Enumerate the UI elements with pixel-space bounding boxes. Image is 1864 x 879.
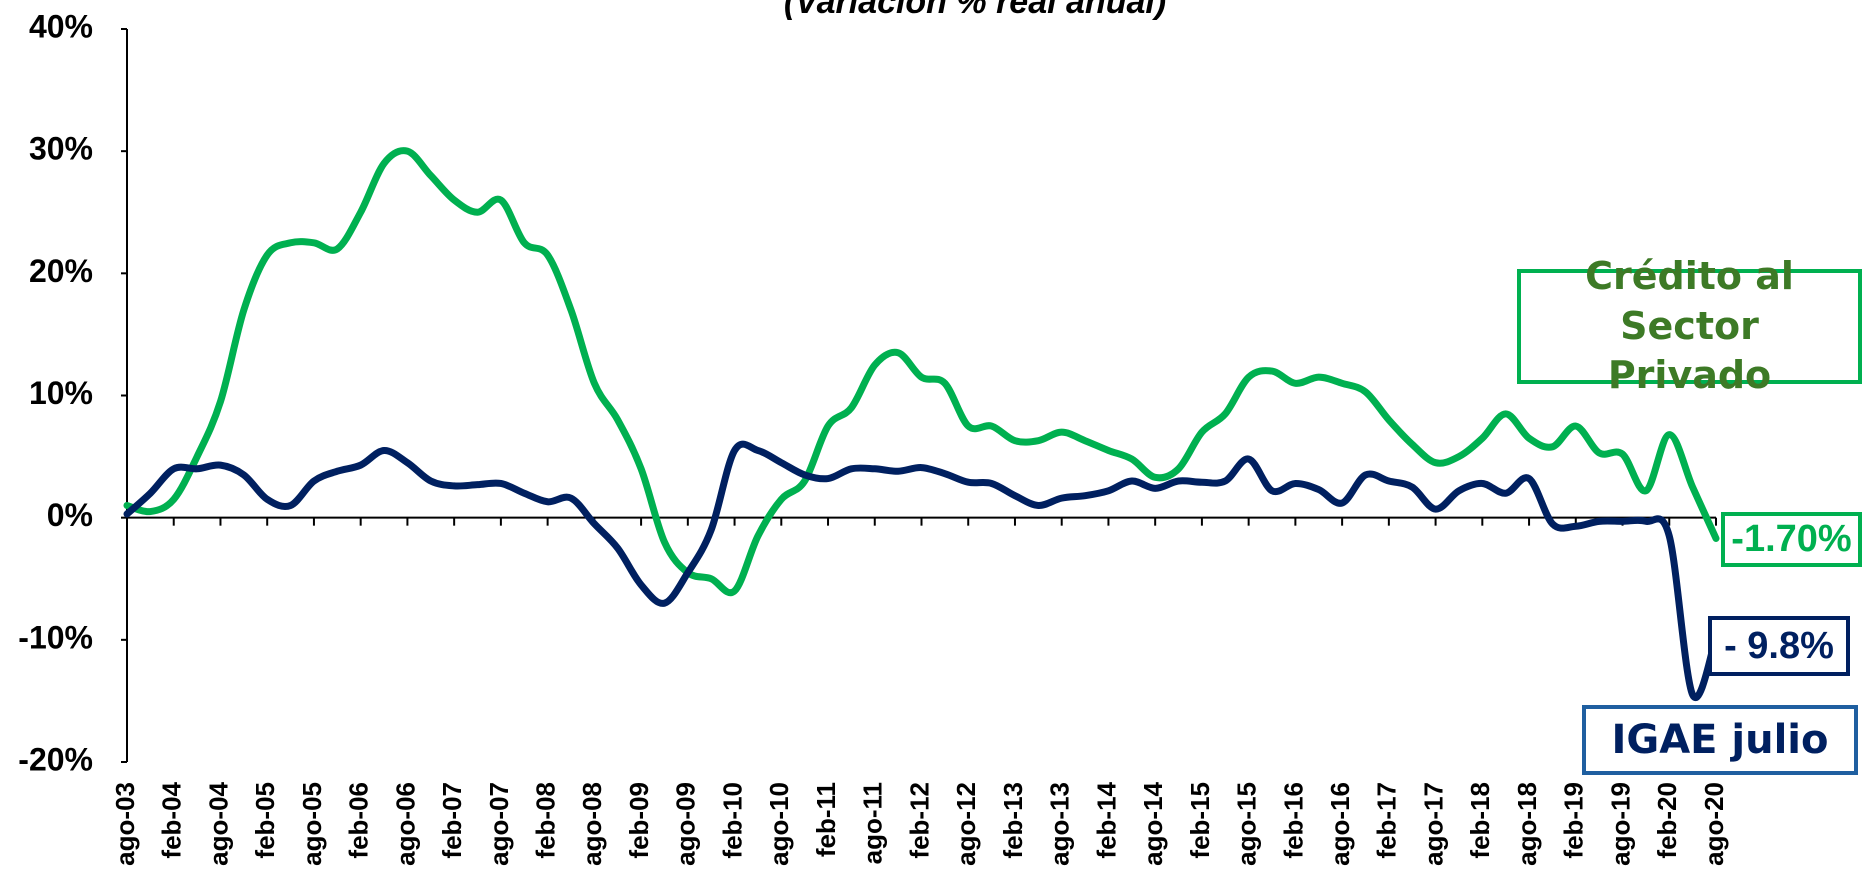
x-tick-label: feb-09 (624, 782, 654, 859)
x-tick-label: ago-16 (1325, 782, 1355, 866)
x-tick-label: feb-07 (437, 782, 467, 859)
x-tick-label: feb-15 (1185, 782, 1215, 859)
series-line (123, 440, 1720, 702)
x-tick-label: ago-17 (1418, 782, 1448, 866)
x-tick-label: feb-20 (1652, 782, 1682, 859)
x-tick-label: feb-17 (1372, 782, 1402, 859)
x-tick-label: ago-15 (1232, 782, 1262, 866)
x-tick-label: ago-09 (671, 782, 701, 866)
x-tick-label: feb-04 (157, 781, 187, 858)
x-tick-label: ago-04 (203, 781, 233, 865)
series-label: Crédito al Sector Privado (1517, 254, 1862, 397)
x-tick-label: feb-13 (998, 782, 1028, 859)
y-tick-label: 30% (29, 131, 93, 167)
value-label: -1.70% (1721, 512, 1862, 567)
x-tick-label: feb-06 (344, 782, 374, 859)
x-tick-label: feb-12 (904, 782, 934, 859)
x-tick-label: ago-08 (577, 782, 607, 866)
y-tick-label: 20% (29, 253, 93, 289)
x-tick-label: ago-06 (390, 782, 420, 866)
x-tick-label: feb-18 (1465, 782, 1495, 859)
x-tick-label: ago-13 (1045, 782, 1075, 866)
x-tick-label: ago-11 (858, 782, 888, 864)
x-tick-label: ago-18 (1512, 782, 1542, 866)
x-tick-label: ago-14 (1138, 781, 1168, 865)
chart-subtitle: (Variación % real anual) (784, 0, 1166, 21)
y-tick-label: 0% (47, 497, 93, 533)
series-line (123, 147, 1720, 597)
x-tick-label: ago-19 (1605, 782, 1635, 866)
x-tick-label: feb-05 (250, 782, 280, 859)
x-tick-label: ago-05 (297, 782, 327, 866)
x-tick-label: feb-16 (1278, 782, 1308, 859)
series-label: IGAE julio (1582, 705, 1858, 775)
x-tick-label: ago-10 (764, 782, 794, 866)
y-tick-label: 10% (29, 375, 93, 411)
x-tick-label: ago-12 (951, 782, 981, 866)
value-label: - 9.8% (1708, 616, 1850, 676)
y-tick-label: -10% (18, 619, 93, 655)
x-tick-label: ago-20 (1699, 782, 1729, 866)
x-tick-label: feb-19 (1559, 782, 1589, 859)
y-tick-label: 40% (29, 8, 93, 44)
x-tick-label: feb-11 (811, 782, 841, 857)
x-tick-label: feb-14 (1091, 781, 1121, 858)
x-tick-label: ago-03 (110, 782, 140, 866)
y-tick-label: -20% (18, 741, 93, 777)
x-tick-label: feb-08 (530, 782, 560, 859)
x-tick-label: ago-07 (484, 782, 514, 866)
x-tick-label: feb-10 (717, 782, 747, 859)
